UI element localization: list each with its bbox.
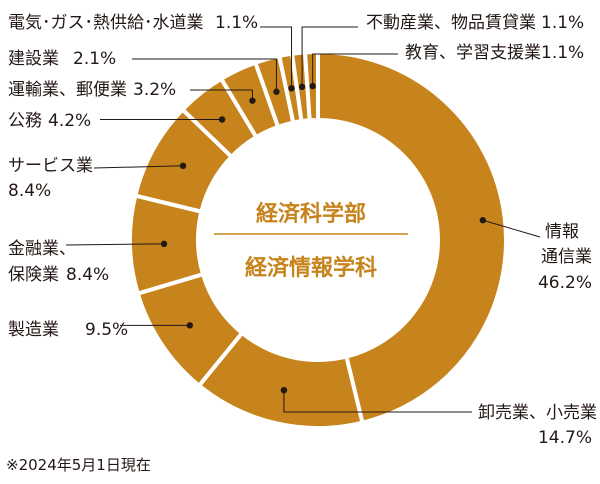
slice-value-7: 3.2% [133,80,176,100]
slice-label-10-line-1: 不動産業、物品賃貸業 [366,13,536,33]
slice-value-4: 8.4% [66,265,109,285]
slice-label-11-line-1: 教育、学習支援業 [405,43,541,63]
leader-line-4 [65,243,165,246]
leader-line-10 [301,26,358,87]
slice-label-9-line-1: 電気･ガス･熱供給･水道業 [8,13,204,33]
date-note: ※2024年5月1日現在 [6,456,151,474]
slice-value-6: 4.2% [48,111,91,131]
slice-value-2: 14.7% [538,428,592,448]
leader-line-1 [482,219,541,238]
leader-dot-1 [479,217,487,224]
leader-line-5 [93,165,184,169]
leader-line-7 [190,89,253,101]
slice-value-5: 8.4% [8,181,51,201]
center-label-2: 経済情報学科 [245,255,377,281]
slice-label-1-line-2: 通信業 [541,247,592,267]
slice-value-3: 9.5% [85,320,128,340]
slice-label-2-line-1: 卸売業、小売業 [478,403,597,423]
slice-label-7-line-1: 運輸業、郵便業 [8,80,127,100]
leader-line-2 [283,390,472,413]
leader-line-8 [132,58,277,92]
slice-label-5-line-1: サービス業 [8,156,93,176]
slice-label-3-line-1: 製造業 [8,320,59,340]
slice-value-8: 2.1% [73,49,116,69]
slice-label-8-line-1: 建設業 [8,49,59,69]
slice-label-4-line-1: 金融業、 [8,239,76,259]
center-label-1: 経済科学部 [256,201,366,227]
leader-dot-2 [280,386,288,394]
slice-value-11: 1.1% [541,43,584,63]
slice-value-1: 46.2% [538,273,592,293]
slice-label-1-line-1: 情報 [545,222,579,242]
leader-line-11 [312,53,398,87]
slice-value-9: 1.1% [215,13,258,33]
leader-line-9 [260,26,293,89]
slice-label-6-line-1: 公務 [8,111,42,131]
slice-label-4-line-2: 保険業 [8,265,59,285]
slice-1 [316,50,509,425]
slice-value-10: 1.1% [541,13,584,33]
slices-layer [128,50,509,430]
